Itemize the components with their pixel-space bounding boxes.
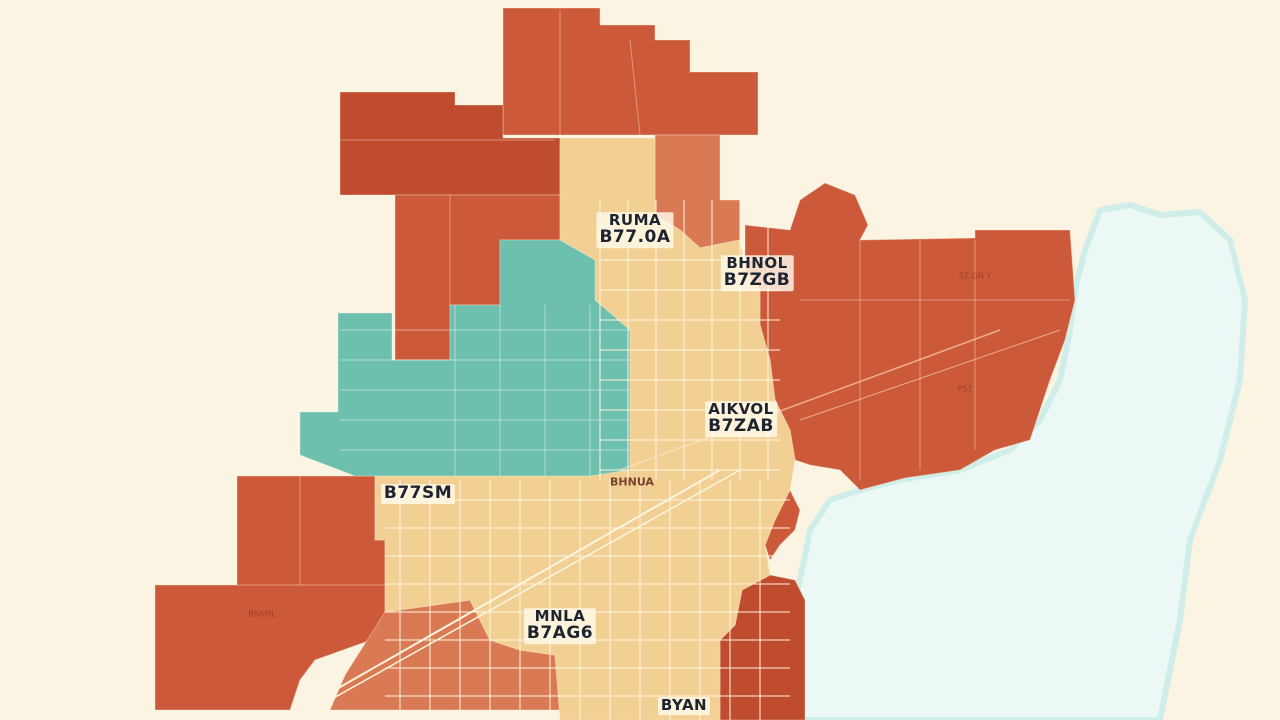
boundary-line xyxy=(629,39,641,136)
label-northeast: BHNOL B7ZGB xyxy=(720,255,794,291)
faint-label-southwest: BRAML xyxy=(248,609,276,619)
faint-label-center: BHNUA xyxy=(610,475,654,489)
region-north-red[interactable] xyxy=(502,7,759,136)
region-boundaries xyxy=(237,10,1070,586)
label-south: MNLA B7AG6 xyxy=(523,608,597,644)
label-far-south: BYAN xyxy=(657,697,711,715)
faint-label-east-2: P51 xyxy=(957,384,973,394)
label-central-east: AIKVOL B7ZAB xyxy=(705,401,777,437)
label-north: RUMA B77.0A xyxy=(596,212,674,248)
highway-line xyxy=(299,469,721,711)
label-west: B77SM xyxy=(380,484,456,504)
faint-label-east-1: 3Z.GN Y xyxy=(958,271,992,281)
highway-line xyxy=(329,469,741,701)
highway-line xyxy=(619,329,1001,471)
highway-line xyxy=(799,329,1061,421)
region-teal[interactable] xyxy=(299,239,631,477)
